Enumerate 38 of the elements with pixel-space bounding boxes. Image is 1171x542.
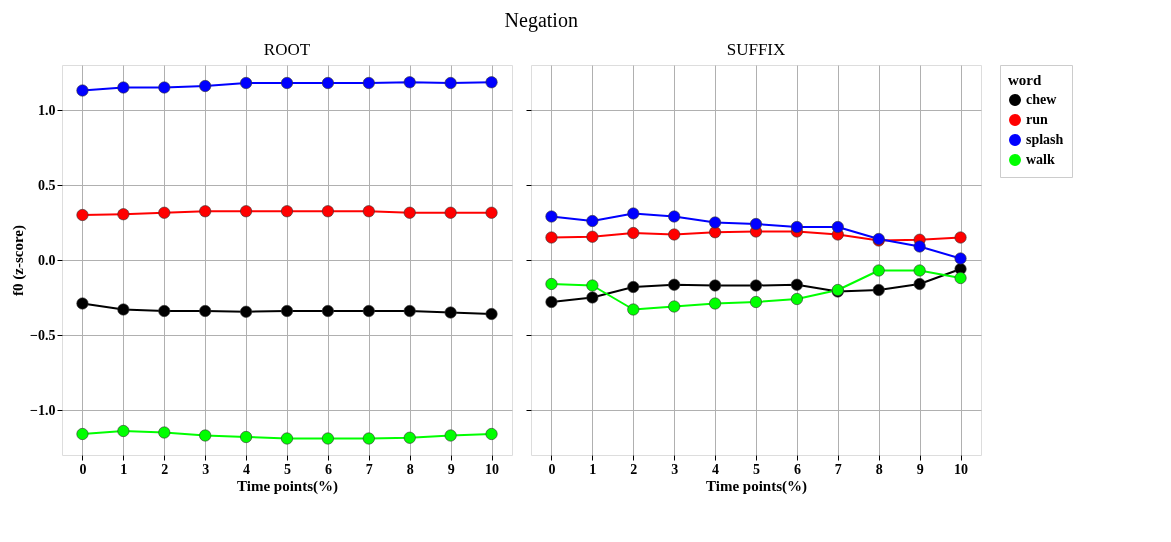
chart-title: SUFFIX xyxy=(726,40,786,59)
x-tick-label: 4 xyxy=(243,461,251,477)
x-tick-label: 3 xyxy=(202,461,210,477)
x-tick-label: 0 xyxy=(548,461,556,477)
x-tick-label: 1 xyxy=(120,461,128,477)
x-tick-label: 10 xyxy=(485,461,500,477)
x-tick-label: 5 xyxy=(284,461,291,477)
x-tick-label: 7 xyxy=(834,461,842,477)
legend-title: word xyxy=(1008,72,1042,88)
x-tick-label: 2 xyxy=(630,461,638,477)
x-tick-label: 5 xyxy=(753,461,760,477)
x-tick-label: 8 xyxy=(875,461,883,477)
x-tick-label: 9 xyxy=(916,461,924,477)
y-tick-label: −1.0 xyxy=(30,402,56,418)
x-tick-label: 10 xyxy=(954,461,969,477)
x-tick-label: 4 xyxy=(712,461,720,477)
x-tick-label: 6 xyxy=(793,461,801,477)
x-axis-title: Time points(%) xyxy=(237,477,338,495)
legend-label: run xyxy=(1026,112,1048,127)
x-axis-title: Time points(%) xyxy=(706,477,807,495)
y-axis-title: f0 (z-score) xyxy=(10,225,28,296)
y-tick-label: −0.5 xyxy=(30,327,56,343)
text: Negation xyxy=(504,8,578,32)
legend-label: splash xyxy=(1026,132,1064,147)
y-tick-label: 0.5 xyxy=(38,177,56,193)
x-tick-label: 3 xyxy=(671,461,679,477)
x-tick-label: 6 xyxy=(324,461,332,477)
chart-title: ROOT xyxy=(263,40,311,59)
x-tick-label: 0 xyxy=(79,461,87,477)
y-tick-label: 0.0 xyxy=(38,252,56,268)
x-tick-label: 7 xyxy=(365,461,373,477)
legend-label: walk xyxy=(1026,152,1055,167)
x-tick-label: 9 xyxy=(447,461,455,477)
x-tick-label: 2 xyxy=(161,461,169,477)
x-tick-label: 1 xyxy=(589,461,597,477)
y-tick-label: 1.0 xyxy=(38,102,56,118)
legend-label: chew xyxy=(1026,92,1058,107)
x-tick-label: 8 xyxy=(406,461,414,477)
